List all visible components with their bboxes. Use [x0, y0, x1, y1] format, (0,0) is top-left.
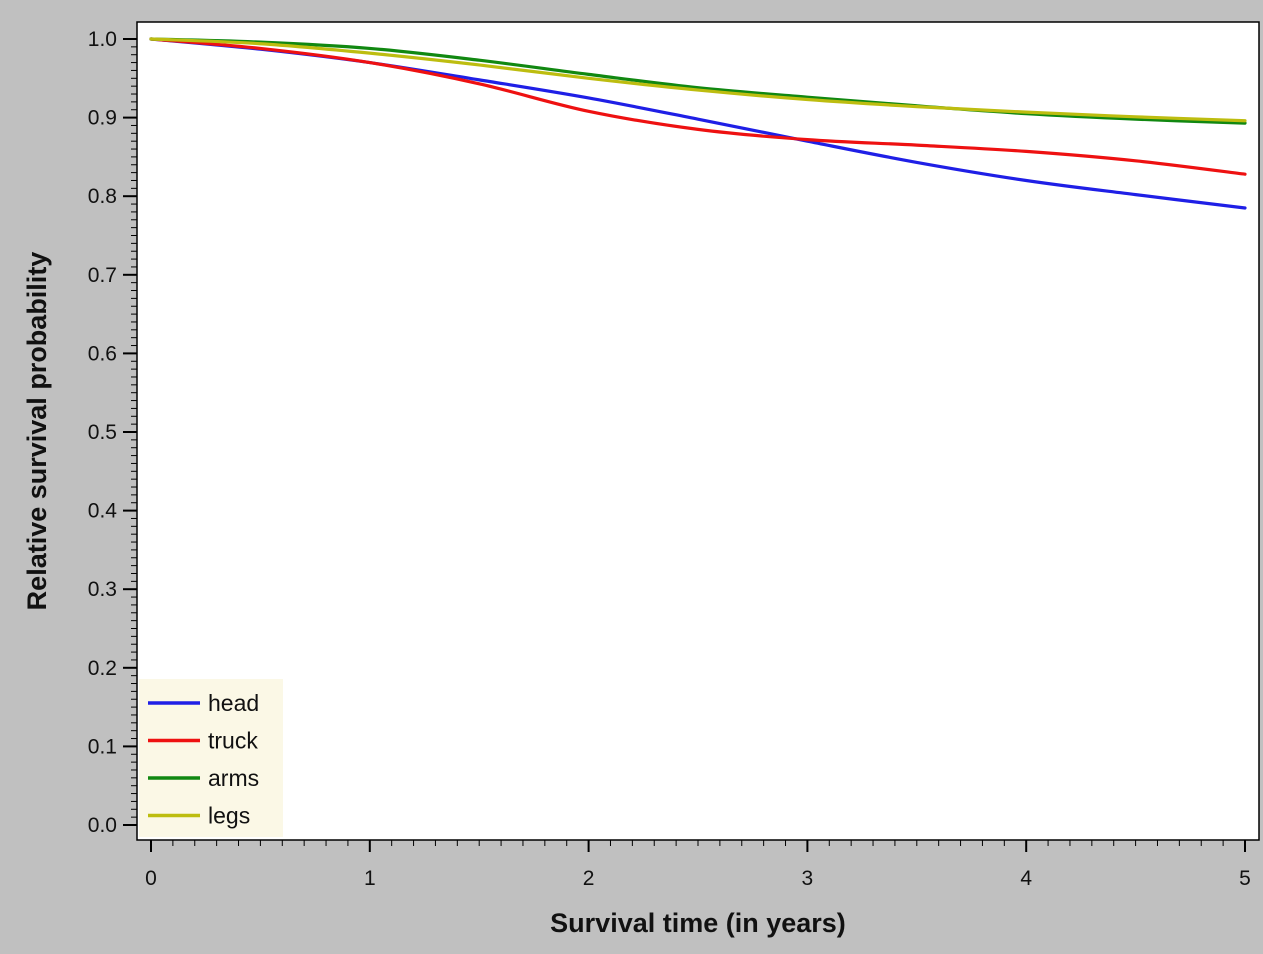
legend: head truck arms legs — [139, 679, 283, 837]
legend-box — [139, 679, 283, 837]
x-tick-label: 1 — [364, 867, 376, 890]
legend-label-arms: arms — [208, 765, 259, 791]
x-tick-label: 5 — [1239, 867, 1251, 890]
series-line-arms — [149, 37, 1247, 125]
y-tick-label: 0.6 — [88, 342, 117, 365]
x-tick-label: 0 — [145, 867, 157, 890]
x-axis: 0 1 2 3 4 5 — [145, 840, 1251, 890]
y-tick-label: 1.0 — [88, 28, 117, 51]
x-axis-title: Survival time (in years) — [550, 908, 846, 938]
legend-label-head: head — [208, 690, 259, 716]
legend-label-legs: legs — [208, 803, 250, 829]
y-tick-label: 0.4 — [88, 500, 118, 523]
x-tick-label: 3 — [802, 867, 814, 890]
x-tick-label: 2 — [583, 867, 595, 890]
y-tick-label: 0.8 — [88, 185, 117, 208]
y-axis-title: Relative survival probability — [22, 252, 52, 611]
y-tick-label: 0.7 — [88, 264, 117, 287]
y-tick-label: 0.5 — [88, 421, 117, 444]
series-line-truck — [149, 37, 1247, 176]
plot-area — [136, 21, 1260, 841]
x-tick-label: 4 — [1020, 867, 1032, 890]
legend-label-truck: truck — [208, 728, 258, 754]
y-tick-label: 0.3 — [88, 578, 117, 601]
series-line-legs — [149, 37, 1247, 123]
series-lines — [149, 37, 1247, 210]
y-tick-label: 0.0 — [88, 814, 117, 837]
y-tick-label: 0.1 — [88, 735, 117, 758]
y-tick-label: 0.9 — [88, 107, 117, 130]
y-tick-label: 0.2 — [88, 657, 117, 680]
y-axis: 0.0 0.1 0.2 0.3 0.4 0.5 0.6 0.7 0.8 0.9 1.0 — [88, 28, 137, 837]
